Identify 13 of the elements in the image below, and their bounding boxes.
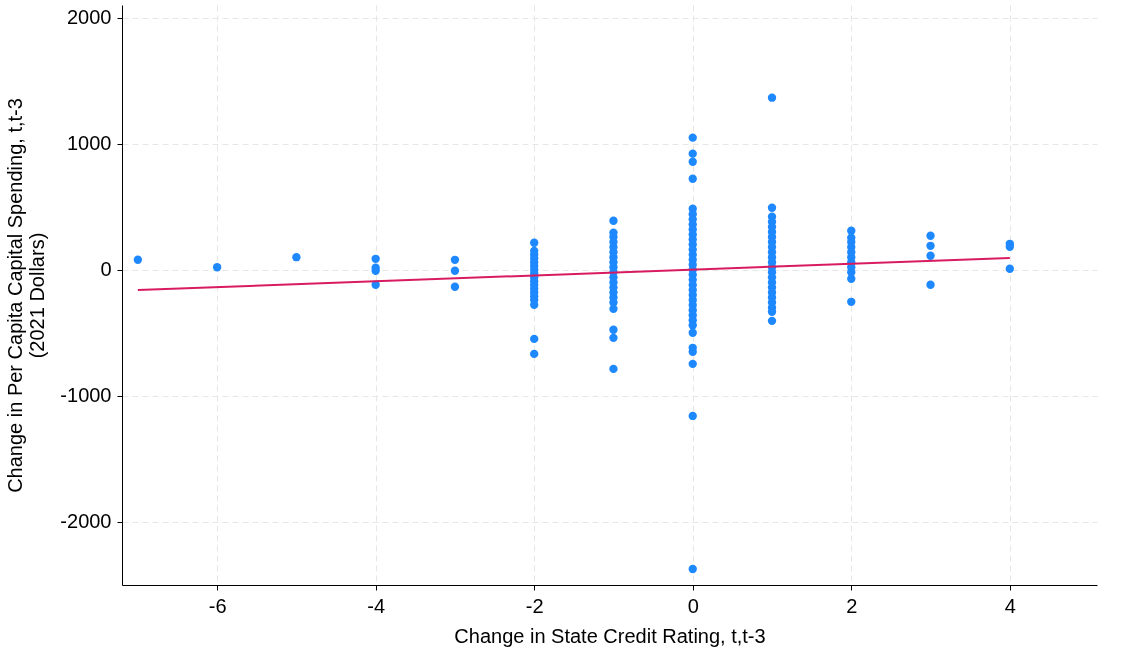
y-tick-label: 0	[100, 258, 112, 281]
y-tick-label: -1000	[60, 384, 112, 407]
y-tick-label: 2000	[67, 6, 112, 29]
x-tick-label: 0	[687, 594, 699, 617]
x-tick-label: -2	[525, 594, 544, 617]
y-tick-label: -2000	[60, 510, 112, 533]
x-tick-label: -4	[367, 594, 386, 617]
y-axis-title: Change in Per Capita Capital Spending, t,t-3 (2021 Dollars)	[4, 98, 49, 493]
x-tick-label: 4	[1004, 594, 1016, 617]
x-tick-label: 2	[846, 594, 858, 617]
y-tick-label: 1000	[67, 132, 112, 155]
x-tick-label: -6	[208, 594, 227, 617]
x-axis-title: Change in State Credit Rating, t,t-3	[454, 624, 766, 647]
